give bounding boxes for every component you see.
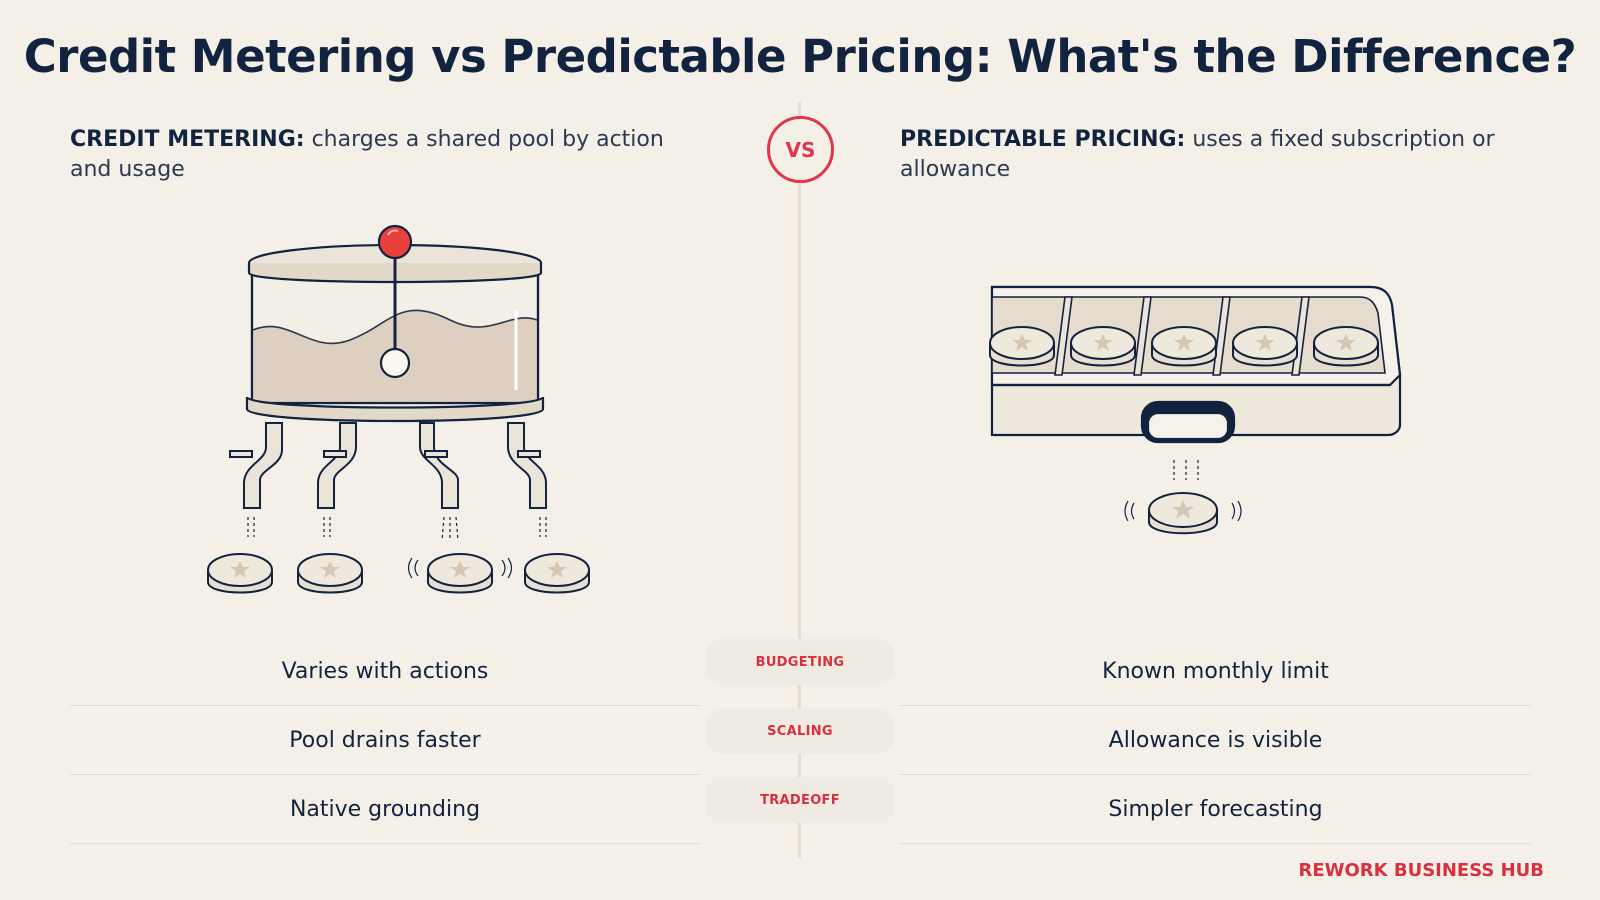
page-title: Credit Metering vs Predictable Pricing: …: [23, 30, 1577, 83]
budgeting-label: BUDGETING: [705, 639, 895, 685]
tradeoff-predictable-pricing: Simpler forecasting: [900, 775, 1531, 844]
brand-logo-text: REWORK BUSINESS HUB: [1298, 860, 1544, 881]
credit-metering-heading-text: charges a shared pool by action and usag…: [70, 127, 664, 182]
scaling-label: SCALING: [705, 708, 895, 754]
comparison-row-tradeoff: Native grounding TRADEOFF Simpler foreca…: [0, 775, 1600, 844]
credit-pool-tank-icon: [207, 224, 590, 594]
comparison-row-budgeting: Varies with actions BUDGETING Known mont…: [0, 637, 1600, 706]
tradeoff-label: TRADEOFF: [705, 777, 895, 823]
tradeoff-credit-metering: Native grounding: [70, 775, 700, 844]
predictable-pricing-heading: PREDICTABLE PRICING: uses a fixed subscr…: [900, 125, 1540, 185]
center-divider: [798, 102, 801, 858]
scaling-predictable-pricing: Allowance is visible: [900, 706, 1531, 775]
budgeting-credit-metering: Varies with actions: [70, 637, 700, 706]
allowance-tray-icon: [989, 285, 1402, 535]
credit-metering-heading-label: CREDIT METERING:: [70, 127, 305, 152]
vs-badge: VS: [767, 116, 834, 183]
scaling-credit-metering: Pool drains faster: [70, 706, 700, 775]
predictable-pricing-heading-label: PREDICTABLE PRICING:: [900, 127, 1186, 152]
budgeting-predictable-pricing: Known monthly limit: [900, 637, 1531, 706]
predictable-pricing-heading-text: uses a fixed subscription or allowance: [900, 127, 1495, 182]
credit-metering-heading: CREDIT METERING: charges a shared pool b…: [70, 125, 710, 185]
comparison-row-scaling: Pool drains faster SCALING Allowance is …: [0, 706, 1600, 775]
